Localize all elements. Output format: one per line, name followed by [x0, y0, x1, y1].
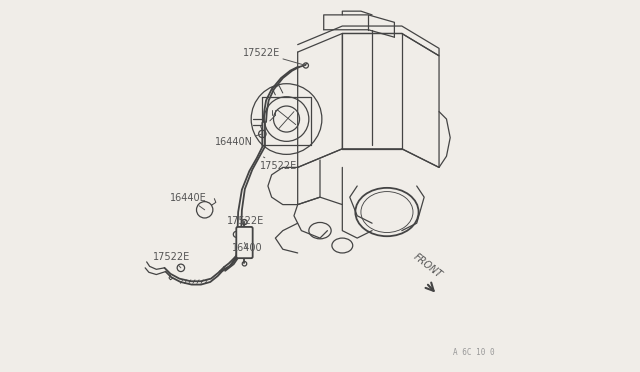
Text: 17522E: 17522E — [243, 48, 306, 65]
Text: 16400: 16400 — [232, 243, 262, 253]
Text: 17522E: 17522E — [152, 253, 190, 268]
Text: 16440N: 16440N — [215, 134, 262, 147]
Text: 17522E: 17522E — [227, 216, 264, 225]
Text: 16440E: 16440E — [170, 193, 207, 210]
FancyBboxPatch shape — [236, 227, 253, 258]
Text: A 6C 10 0: A 6C 10 0 — [453, 348, 495, 357]
Text: FRONT: FRONT — [411, 251, 444, 280]
Text: 17522E: 17522E — [260, 157, 297, 170]
